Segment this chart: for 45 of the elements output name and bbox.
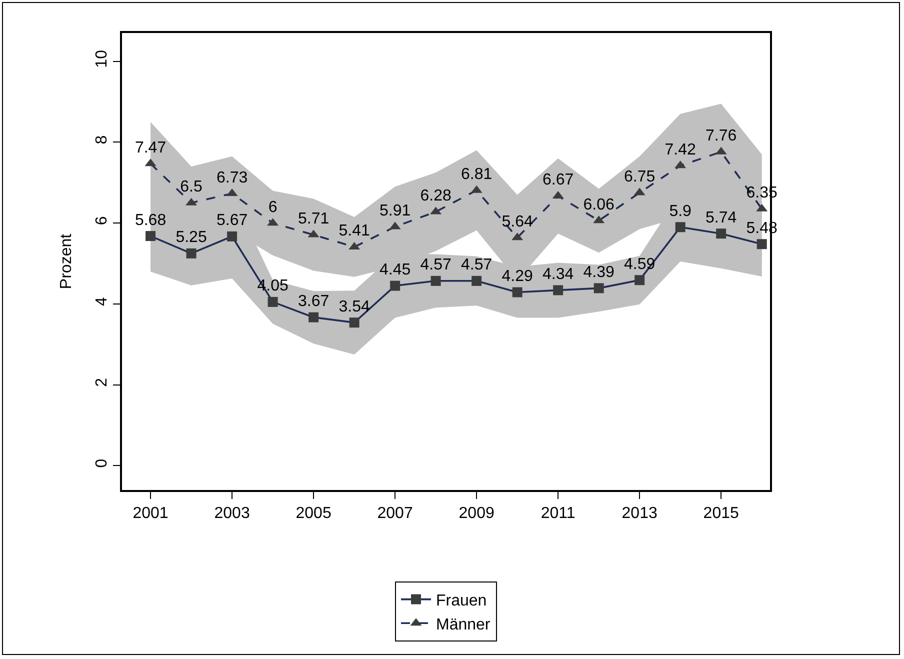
x-tick-label: 2011: [540, 505, 576, 522]
data-label: 5.91: [379, 202, 411, 220]
data-label: 5.71: [298, 210, 330, 228]
data-label: 5.41: [338, 222, 370, 240]
data-label: 6.81: [461, 166, 492, 184]
y-tick-label: 4: [94, 297, 111, 306]
x-tick-label: 2003: [214, 505, 250, 522]
x-tick-label: 2013: [622, 505, 658, 522]
legend-label: Frauen: [436, 592, 487, 610]
y-tick-label: 6: [94, 216, 111, 226]
data-label: 5.68: [134, 212, 166, 229]
data-label: 6.28: [420, 188, 452, 205]
data-label: 3.67: [298, 293, 330, 310]
data-label: 4.45: [379, 262, 411, 279]
y-tick-label: 8: [94, 135, 111, 144]
data-label: 3.54: [338, 298, 370, 316]
x-tick-label: 2007: [377, 505, 413, 522]
x-tick-label: 2005: [296, 505, 332, 522]
x-tick-label: 2001: [132, 505, 168, 522]
y-axis-title: Prozent: [58, 233, 75, 290]
data-label: 5.64: [502, 213, 533, 230]
x-tick-label: 2015: [703, 505, 739, 522]
y-tick-label: 10: [94, 50, 111, 68]
y-tick-label: 0: [94, 458, 111, 468]
data-label: 5.74: [706, 209, 737, 226]
data-label: 5.25: [176, 229, 207, 246]
data-label: 6.75: [624, 168, 656, 186]
data-label: 5.67: [216, 212, 248, 230]
y-tick-label: 2: [94, 378, 111, 387]
data-label: 4.39: [583, 264, 614, 281]
data-label: 6.73: [216, 169, 248, 186]
data-label: 4.34: [542, 266, 574, 283]
data-label: 4.57: [420, 256, 452, 274]
data-label: 4.57: [461, 256, 492, 274]
data-label: 6.67: [542, 172, 574, 189]
data-label: 6.06: [583, 196, 614, 214]
data-label: 7.47: [134, 139, 166, 156]
data-label: 5.9: [669, 202, 692, 220]
data-label: 7.76: [706, 128, 737, 145]
x-tick-label: 2009: [458, 505, 494, 522]
data-label: 4.29: [502, 268, 533, 285]
data-label: 7.42: [664, 141, 696, 158]
data-label: 6.5: [180, 178, 202, 196]
data-label: 6: [268, 198, 278, 216]
legend-label: Männer: [436, 616, 491, 634]
